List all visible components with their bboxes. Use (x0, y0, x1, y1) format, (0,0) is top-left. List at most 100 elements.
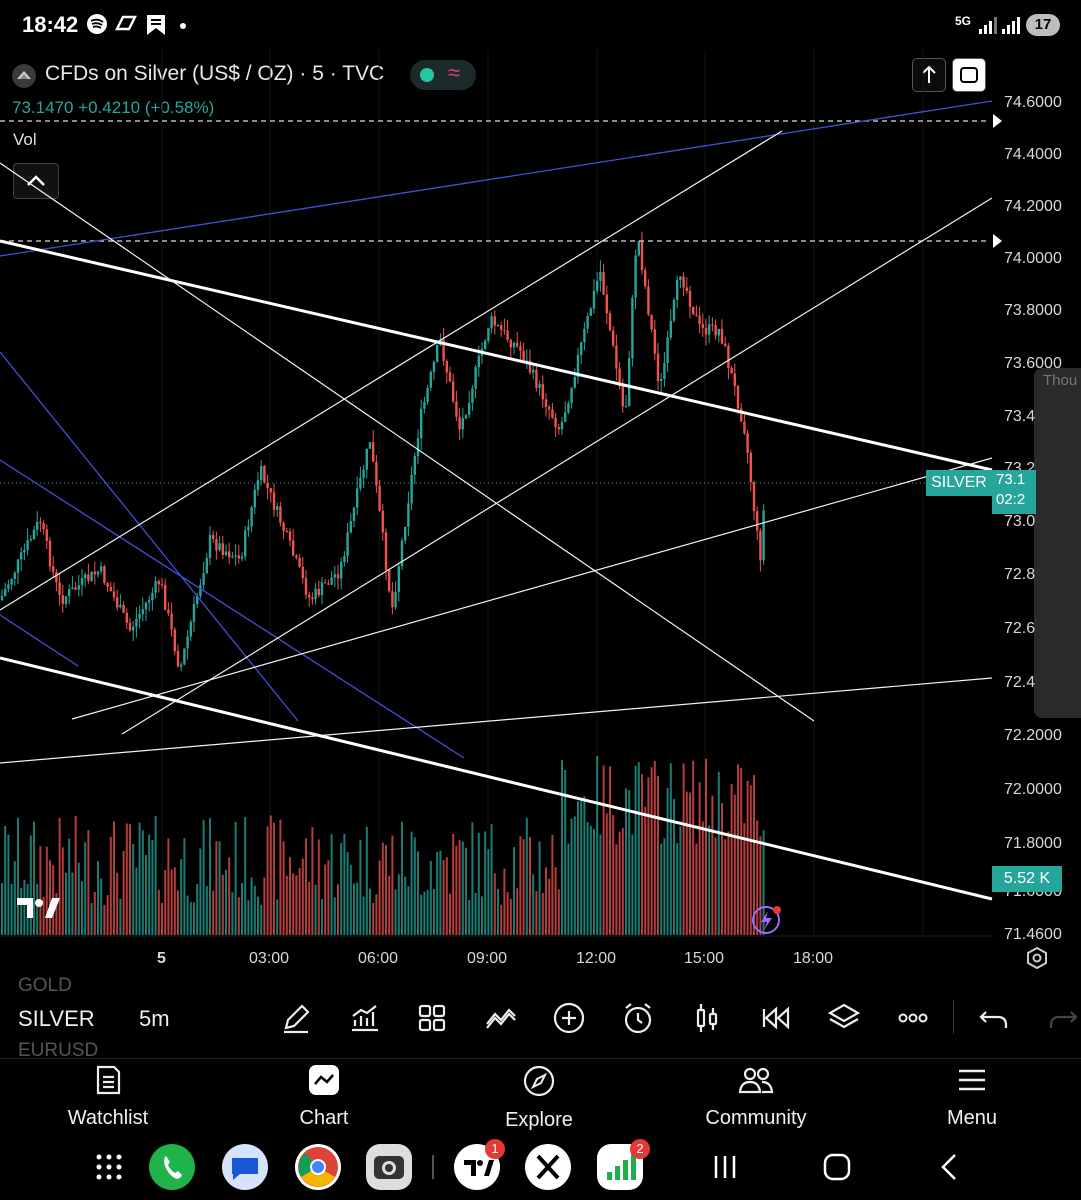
symbol-selector[interactable]: SILVER (18, 1006, 95, 1031)
volume-bar (653, 760, 656, 935)
collapse-indicators-button[interactable] (13, 163, 59, 199)
volume-bar (202, 819, 205, 935)
candle-body (720, 328, 724, 344)
candle-body (0, 595, 4, 600)
candle-body (93, 571, 96, 575)
nav-community[interactable]: Community (676, 1064, 836, 1130)
price-axis-label: 73.4 (1004, 408, 1036, 425)
candle-body (96, 571, 100, 575)
volume-bar (340, 842, 343, 935)
undo-icon[interactable] (976, 1000, 1012, 1036)
candle-body (23, 550, 26, 553)
volume-bar (516, 888, 519, 935)
stocks-app-icon[interactable] (597, 1144, 643, 1190)
candle-body (432, 361, 436, 372)
level-marker-icon (993, 114, 1002, 128)
floating-app-panel[interactable] (1034, 368, 1081, 718)
nav-chart[interactable]: Chart (244, 1064, 404, 1130)
price-axis-label: 74.0000 (1004, 250, 1062, 267)
volume-bar (372, 902, 375, 935)
nav-watchlist[interactable]: Watchlist (28, 1064, 188, 1130)
home-icon[interactable] (822, 1152, 852, 1182)
candle-body (119, 604, 122, 608)
chart-settings-icon[interactable] (1027, 946, 1047, 970)
network-type: 5G (955, 14, 972, 28)
candle-body (714, 325, 717, 336)
symbol-title[interactable]: CFDs on Silver (US$ / OZ) · 5 · TVC (45, 62, 385, 85)
bookmark-icon (145, 13, 167, 43)
symbol-next[interactable]: EURUSD (18, 1040, 99, 1061)
candle-body (292, 540, 295, 556)
x-app-icon[interactable] (525, 1144, 571, 1190)
replay-icon[interactable] (758, 1000, 794, 1036)
volume-bar (1, 883, 3, 935)
layout-icon[interactable] (414, 1000, 450, 1036)
lightning-alert-icon[interactable] (752, 906, 781, 934)
pencil-icon[interactable] (278, 1000, 314, 1036)
candle-body (541, 384, 544, 400)
volume-bar (644, 806, 647, 935)
volume-indicator-label[interactable]: Vol (13, 130, 37, 149)
chrome-app-icon[interactable] (295, 1144, 341, 1190)
volume-bar (477, 832, 480, 935)
candle-body (487, 328, 490, 341)
price-chart[interactable] (0, 0, 1081, 980)
candle-body (244, 530, 247, 557)
redo-icon[interactable] (1045, 1000, 1081, 1036)
candle-body (13, 572, 16, 580)
volume-bar (375, 894, 378, 935)
candle-body (580, 342, 583, 356)
candle-body (16, 559, 20, 573)
candle-body (346, 532, 349, 557)
fullscreen-button[interactable] (952, 58, 986, 92)
candle-body (52, 566, 55, 572)
app-grid-icon[interactable] (94, 1152, 126, 1184)
candle-body (506, 330, 509, 340)
volume-bar (4, 825, 7, 935)
candle-body (503, 329, 506, 331)
volume-bar (481, 896, 483, 935)
interval-selector[interactable]: 5m (139, 1006, 170, 1031)
candle-body (32, 529, 36, 540)
layers-icon[interactable] (826, 1000, 862, 1036)
share-button[interactable] (912, 58, 946, 92)
candle-body (420, 408, 423, 439)
volume-bar (660, 843, 663, 935)
price-axis-label: 72.6 (1004, 620, 1036, 637)
camera-app-icon[interactable] (366, 1144, 412, 1190)
price-axis-label: 72.8 (1004, 566, 1036, 583)
candle-body (711, 324, 714, 326)
candle-body (205, 558, 208, 574)
volume-bar (148, 834, 151, 935)
symbol-prev[interactable]: GOLD (18, 975, 72, 996)
price-axis-label: 71.4600 (1004, 926, 1062, 943)
add-icon[interactable] (551, 1000, 587, 1036)
volume-bar (282, 841, 285, 935)
candle-body (234, 555, 237, 557)
more-icon[interactable] (895, 1000, 931, 1036)
recent-apps-icon[interactable] (712, 1153, 738, 1181)
volume-bar (353, 883, 355, 935)
back-icon[interactable] (937, 1152, 961, 1182)
candles-icon[interactable] (689, 1000, 725, 1036)
phone-app-icon[interactable] (149, 1144, 195, 1190)
volume-bar (138, 822, 141, 935)
volume-bar (125, 823, 128, 935)
time-axis-label: 18:00 (793, 950, 834, 967)
candle-body (77, 585, 80, 590)
candle-body (276, 506, 279, 510)
alert-icon[interactable] (620, 1000, 656, 1036)
volume-bar (68, 838, 71, 935)
indicators-icon[interactable] (346, 1000, 382, 1036)
volume-bar (532, 874, 535, 935)
messages-app-icon[interactable] (222, 1144, 268, 1190)
patterns-icon[interactable] (483, 1000, 519, 1036)
candle-body (192, 604, 196, 622)
nav-explore[interactable]: Explore (459, 1064, 619, 1132)
candle-body (212, 534, 215, 539)
candle-body (394, 592, 397, 608)
price-axis-label: 72.2000 (1004, 727, 1062, 744)
volume-bar (317, 839, 320, 935)
candle-body (538, 384, 541, 388)
nav-menu[interactable]: Menu (892, 1064, 1052, 1130)
